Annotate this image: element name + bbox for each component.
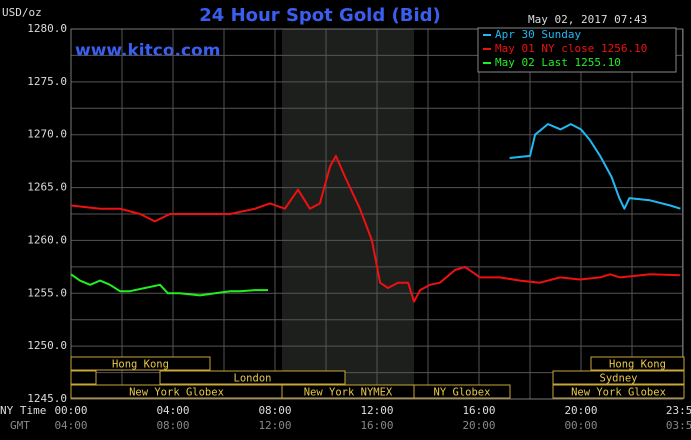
legend-label: May 02 Last 1255.10 xyxy=(495,56,621,69)
series-line xyxy=(70,154,680,303)
x-axis-label: NY Time xyxy=(0,404,46,417)
x2-tick-label: 04:00 xyxy=(54,419,87,432)
y-tick-label: 1270.0 xyxy=(27,128,67,141)
y-axis-label: USD/oz xyxy=(2,6,42,19)
x-tick-label: 16:00 xyxy=(462,404,495,417)
session-box xyxy=(159,370,346,385)
session-box xyxy=(552,384,685,399)
x2-tick-label: 08:00 xyxy=(156,419,189,432)
x2-tick-label: 12:00 xyxy=(258,419,291,432)
chart-title: 24 Hour Spot Gold (Bid) xyxy=(199,5,440,26)
watermark: www.kitco.com xyxy=(75,41,220,61)
series-line xyxy=(70,273,269,297)
session-label: London xyxy=(234,373,272,385)
session-label: Sydney xyxy=(600,373,638,385)
x2-tick-label: 20:00 xyxy=(462,419,495,432)
x-tick-label: 20:00 xyxy=(564,404,597,417)
session-label: New York Globex xyxy=(571,387,666,399)
x2-tick-label: 16:00 xyxy=(360,419,393,432)
x2-axis-label: GMT xyxy=(10,419,30,432)
session-label: New York Globex xyxy=(129,387,224,399)
y-tick-label: 1255.0 xyxy=(27,286,67,299)
session-box xyxy=(70,356,211,371)
session-box xyxy=(590,356,685,371)
y-tick-label: 1260.0 xyxy=(27,233,67,246)
x-tick-label: 04:00 xyxy=(156,404,189,417)
x-tick-label: 23:59 xyxy=(666,404,691,417)
y-tick-label: 1250.0 xyxy=(27,339,67,352)
session-box xyxy=(552,370,685,385)
session-label: NY Globex xyxy=(434,387,491,399)
session-label: New York NYMEX xyxy=(304,387,393,399)
session-label: Hong Kong xyxy=(609,359,666,371)
legend-box xyxy=(477,27,677,73)
plot-frame xyxy=(70,28,684,400)
legend-label: May 01 NY close 1256.10 xyxy=(495,42,647,55)
x-tick-label: 00:00 xyxy=(54,404,87,417)
series-line xyxy=(509,123,681,210)
legend-label: Apr 30 Sunday xyxy=(495,28,581,41)
session-label: Hong Kong xyxy=(112,359,169,371)
y-tick-label: 1265.0 xyxy=(27,181,67,194)
x-tick-label: 08:00 xyxy=(258,404,291,417)
y-tick-label: 1275.0 xyxy=(27,75,67,88)
timestamp: May 02, 2017 07:43 xyxy=(528,13,647,26)
session-box xyxy=(413,384,511,399)
x2-tick-label: 00:00 xyxy=(564,419,597,432)
x-tick-label: 12:00 xyxy=(360,404,393,417)
x2-tick-label: 03:59 xyxy=(666,419,691,432)
session-box xyxy=(70,370,97,385)
y-tick-label: 1280.0 xyxy=(27,22,67,35)
y-tick-label: 1245.0 xyxy=(27,392,67,405)
